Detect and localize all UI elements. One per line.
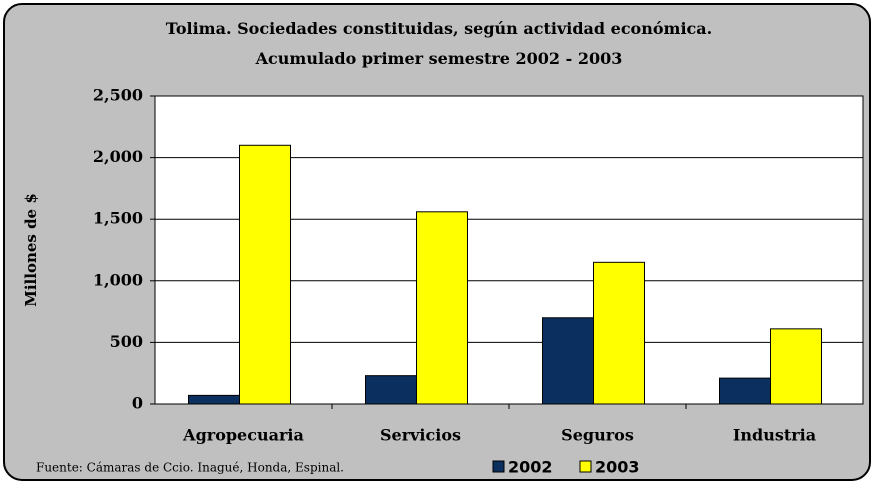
x-tick-label: Servicios [380, 426, 461, 445]
y-tick-label: 1,000 [93, 270, 143, 289]
x-tick-label: Seguros [561, 426, 634, 445]
legend-label: 2002 [508, 458, 553, 477]
source-note: Fuente: Cámaras de Ccio. Inagué, Honda, … [36, 461, 344, 475]
x-tick-label: Industria [733, 426, 816, 445]
chart-title: Tolima. Sociedades constituidas, según a… [165, 19, 713, 68]
x-tick-label: Agropecuaria [182, 426, 304, 445]
y-tick-label: 500 [110, 332, 143, 351]
legend-swatch [492, 460, 505, 473]
legend-swatch [579, 460, 592, 473]
y-tick-label: 0 [132, 394, 143, 413]
legend-label: 2003 [595, 458, 640, 477]
y-tick-label: 2,000 [93, 147, 143, 166]
bar [416, 211, 468, 405]
bar [770, 328, 822, 405]
y-tick-label: 1,500 [93, 209, 143, 228]
y-tick-label: 2,500 [93, 86, 143, 105]
y-axis-label: Millones de $ [22, 193, 40, 307]
bar [593, 261, 645, 405]
bar [542, 317, 594, 405]
bar [239, 144, 291, 405]
bar [365, 375, 417, 405]
bar [188, 394, 240, 405]
bar [719, 377, 771, 405]
